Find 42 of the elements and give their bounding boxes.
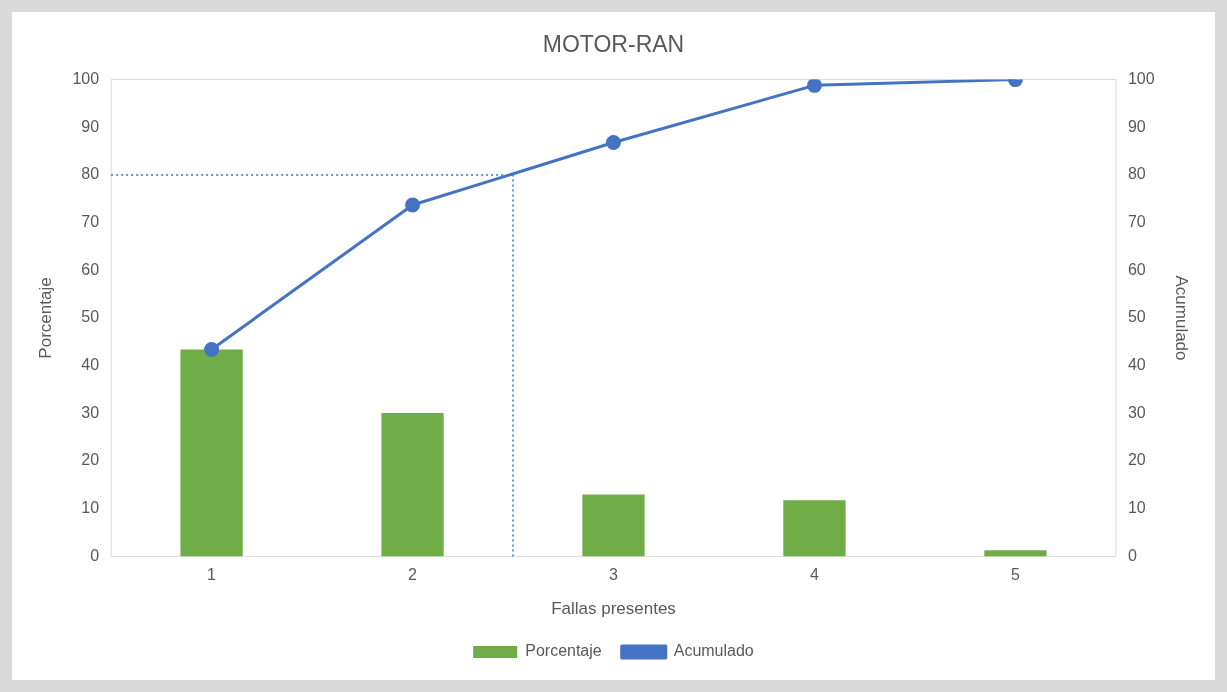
y2-tick-label: 30 (1127, 403, 1146, 421)
y2-tick-label: 60 (1127, 260, 1146, 278)
y-tick-label: 10 (81, 499, 100, 517)
y-tick-label: 50 (81, 308, 100, 326)
y-tick-label: 70 (81, 213, 100, 231)
bar (180, 349, 243, 557)
y2-tick-label: 70 (1127, 213, 1146, 231)
x-tick-label: 5 (1010, 566, 1020, 584)
bar (783, 500, 846, 557)
x-tick-label: 1 (207, 566, 217, 584)
y2-tick-label: 20 (1127, 451, 1146, 469)
y-tick-label: 0 (90, 546, 100, 564)
bar (381, 412, 444, 557)
y2-axis-title: Acumulado (1172, 275, 1192, 361)
y-tick-label: 20 (81, 451, 100, 469)
y-tick-label: 100 (72, 70, 100, 88)
point (806, 79, 822, 93)
x-axis-title: Fallas presentes (551, 599, 676, 619)
x-tick-label: 2 (408, 566, 418, 584)
bar (984, 550, 1047, 557)
y2-tick-label: 100 (1127, 70, 1155, 88)
y-tick-label: 80 (81, 165, 100, 183)
legend-label: Acumulado (673, 642, 754, 660)
y2-tick-label: 10 (1127, 499, 1146, 517)
point (405, 197, 421, 213)
legend-label: Porcentaje (525, 642, 602, 660)
point (606, 135, 621, 151)
y2-tick-label: 90 (1127, 117, 1146, 135)
y-tick-label: 40 (81, 356, 100, 374)
point (204, 341, 220, 357)
y2-tick-label: 80 (1127, 165, 1146, 183)
x-tick-label: 3 (609, 566, 619, 584)
y-tick-label: 90 (81, 117, 100, 135)
y2-tick-label: 0 (1127, 546, 1137, 564)
chart-title: MOTOR-RAN (542, 31, 685, 58)
y2-tick-label: 40 (1127, 356, 1146, 374)
y-tick-label: 60 (81, 260, 100, 278)
y-tick-label: 30 (81, 403, 100, 421)
y-axis-title: Porcentaje (35, 277, 55, 359)
y2-tick-label: 50 (1127, 308, 1146, 326)
x-tick-label: 4 (810, 566, 820, 584)
bar (582, 494, 645, 557)
